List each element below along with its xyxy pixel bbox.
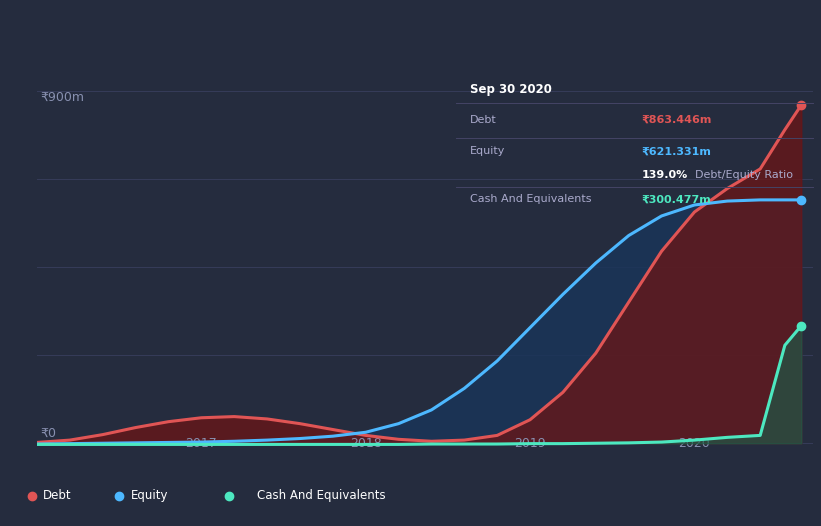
Text: Debt: Debt xyxy=(470,115,497,125)
Text: 2017: 2017 xyxy=(186,437,218,450)
Text: Debt/Equity Ratio: Debt/Equity Ratio xyxy=(695,169,793,180)
Text: Debt: Debt xyxy=(43,489,71,502)
Text: Equity: Equity xyxy=(131,489,169,502)
Text: ₹621.331m: ₹621.331m xyxy=(641,146,711,157)
Text: ₹863.446m: ₹863.446m xyxy=(641,115,712,125)
Text: Cash And Equivalents: Cash And Equivalents xyxy=(470,194,591,204)
Text: 139.0%: 139.0% xyxy=(641,169,688,180)
Text: ₹900m: ₹900m xyxy=(40,90,85,104)
Text: 2019: 2019 xyxy=(514,437,546,450)
Text: ₹0: ₹0 xyxy=(40,427,56,440)
Text: Sep 30 2020: Sep 30 2020 xyxy=(470,83,552,96)
Text: 2018: 2018 xyxy=(350,437,382,450)
Text: Cash And Equivalents: Cash And Equivalents xyxy=(256,489,385,502)
Text: ₹300.477m: ₹300.477m xyxy=(641,194,711,204)
Text: Equity: Equity xyxy=(470,146,505,157)
Text: 2020: 2020 xyxy=(679,437,710,450)
